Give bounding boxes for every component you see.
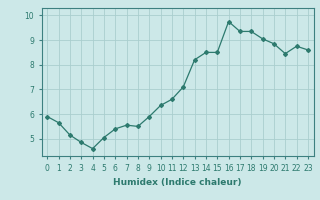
X-axis label: Humidex (Indice chaleur): Humidex (Indice chaleur) <box>113 178 242 187</box>
